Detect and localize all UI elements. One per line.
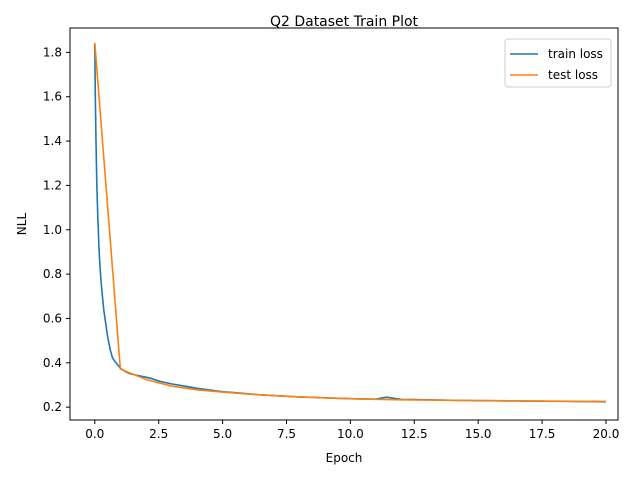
y-tick-label: 1.4 <box>43 134 62 148</box>
x-tick-label: 20.0 <box>593 427 620 441</box>
y-tick-label: 0.8 <box>43 267 62 281</box>
x-tick-label: 7.5 <box>277 427 296 441</box>
legend: train loss test loss <box>504 38 612 88</box>
y-tick-label: 0.4 <box>43 356 62 370</box>
y-tick-label: 1.8 <box>43 45 62 59</box>
chart-title: Q2 Dataset Train Plot <box>270 14 419 30</box>
y-tick-label: 1.0 <box>43 223 62 237</box>
x-axis-label: Epoch <box>326 451 363 465</box>
y-tick-label: 1.2 <box>43 178 62 192</box>
axes-background <box>70 28 618 420</box>
legend-label-train-loss: train loss <box>548 47 603 61</box>
x-tick-label: 12.5 <box>401 427 428 441</box>
series-layer <box>93 42 607 403</box>
plot-area <box>69 27 619 421</box>
x-tick-label: 17.5 <box>529 427 556 441</box>
legend-label-test-loss: test loss <box>548 68 598 82</box>
x-tick-label: 15.0 <box>465 427 492 441</box>
x-tick-label: 5.0 <box>213 427 232 441</box>
series-line-test-loss <box>93 42 606 403</box>
x-tick-label: 2.5 <box>149 427 168 441</box>
y-tick-label: 0.6 <box>43 311 62 325</box>
axes-frame <box>69 27 619 421</box>
x-axis: 0.0 2.5 5.0 7.5 10.0 12.5 15.0 17.5 20.0 <box>85 420 619 441</box>
x-tick-label: 0.0 <box>85 427 104 441</box>
y-axis-label: NLL <box>15 213 29 236</box>
y-axis: 0.2 0.4 0.6 0.8 1.0 1.2 1.4 1.6 1.8 <box>43 45 70 414</box>
y-tick-label: 1.6 <box>43 90 62 104</box>
x-tick-label: 10.0 <box>337 427 364 441</box>
y-tick-label: 0.2 <box>43 400 62 414</box>
